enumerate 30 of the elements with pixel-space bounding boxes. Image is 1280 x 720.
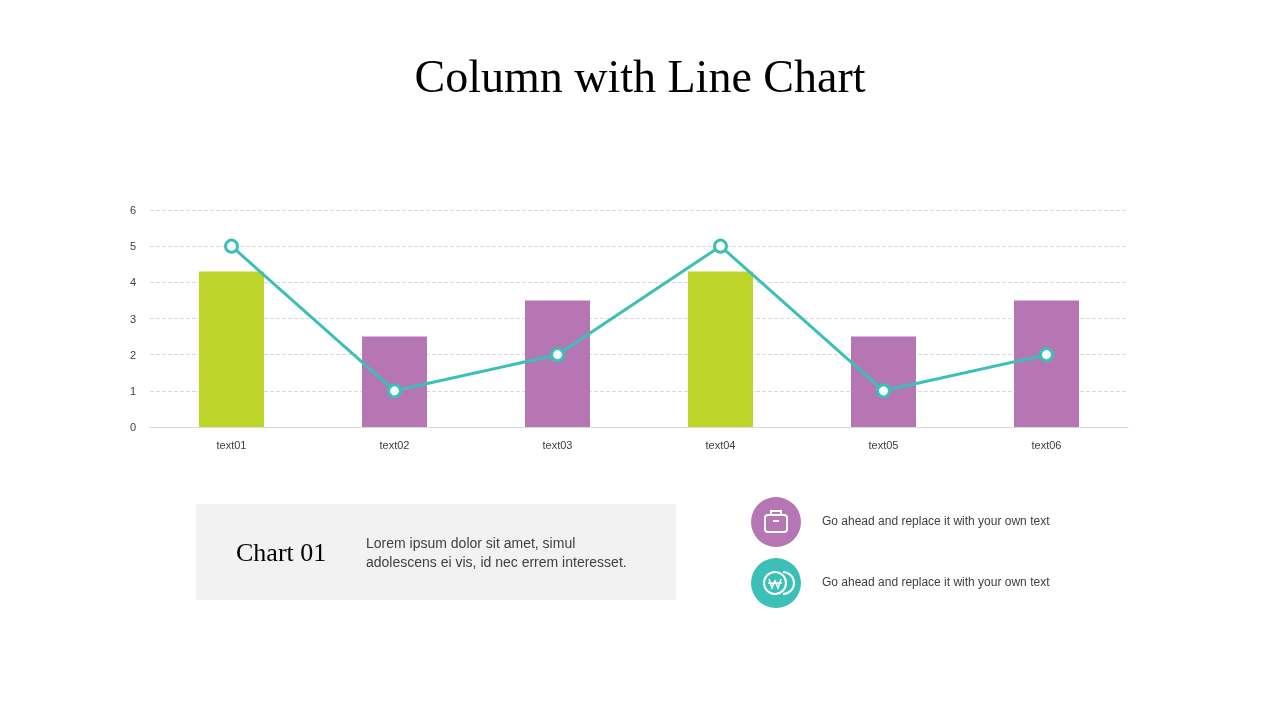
point	[550, 347, 565, 363]
x-tick-label: text03	[542, 438, 573, 451]
y-tick-label: 0	[129, 421, 136, 433]
text: Go ahead and replace it with your own text	[822, 575, 1050, 589]
text: Go ahead and replace it with your own text	[822, 514, 1050, 528]
point	[1039, 347, 1054, 363]
point	[224, 238, 239, 254]
y-tick-label: 5	[129, 240, 136, 253]
bar	[362, 336, 427, 427]
bar	[525, 300, 590, 427]
y-tick-label: 6	[129, 204, 136, 216]
x-tick-label: text05	[868, 438, 899, 451]
bar	[199, 271, 264, 427]
bar	[851, 336, 916, 427]
bar	[688, 271, 753, 427]
bar	[1014, 300, 1079, 427]
y-tick-label: 3	[129, 312, 136, 325]
point	[876, 383, 891, 399]
x-tick-label: text01	[216, 438, 247, 451]
caption: Chart 01	[236, 538, 327, 568]
y-tick-label: 4	[129, 276, 136, 289]
x-tick-label: text02	[379, 438, 410, 451]
point	[713, 238, 728, 254]
y-tick-label: 1	[129, 384, 136, 397]
chart-title: Column with Line Chart	[414, 50, 866, 102]
y-tick-label: 2	[129, 348, 136, 361]
text: Lorem ipsum dolor sit amet, simul adolescens ei vis, id nec errem interesset.	[366, 534, 628, 572]
point	[387, 383, 402, 399]
x-tick-label: text06	[1031, 438, 1062, 451]
x-tick-label: text04	[705, 438, 736, 451]
